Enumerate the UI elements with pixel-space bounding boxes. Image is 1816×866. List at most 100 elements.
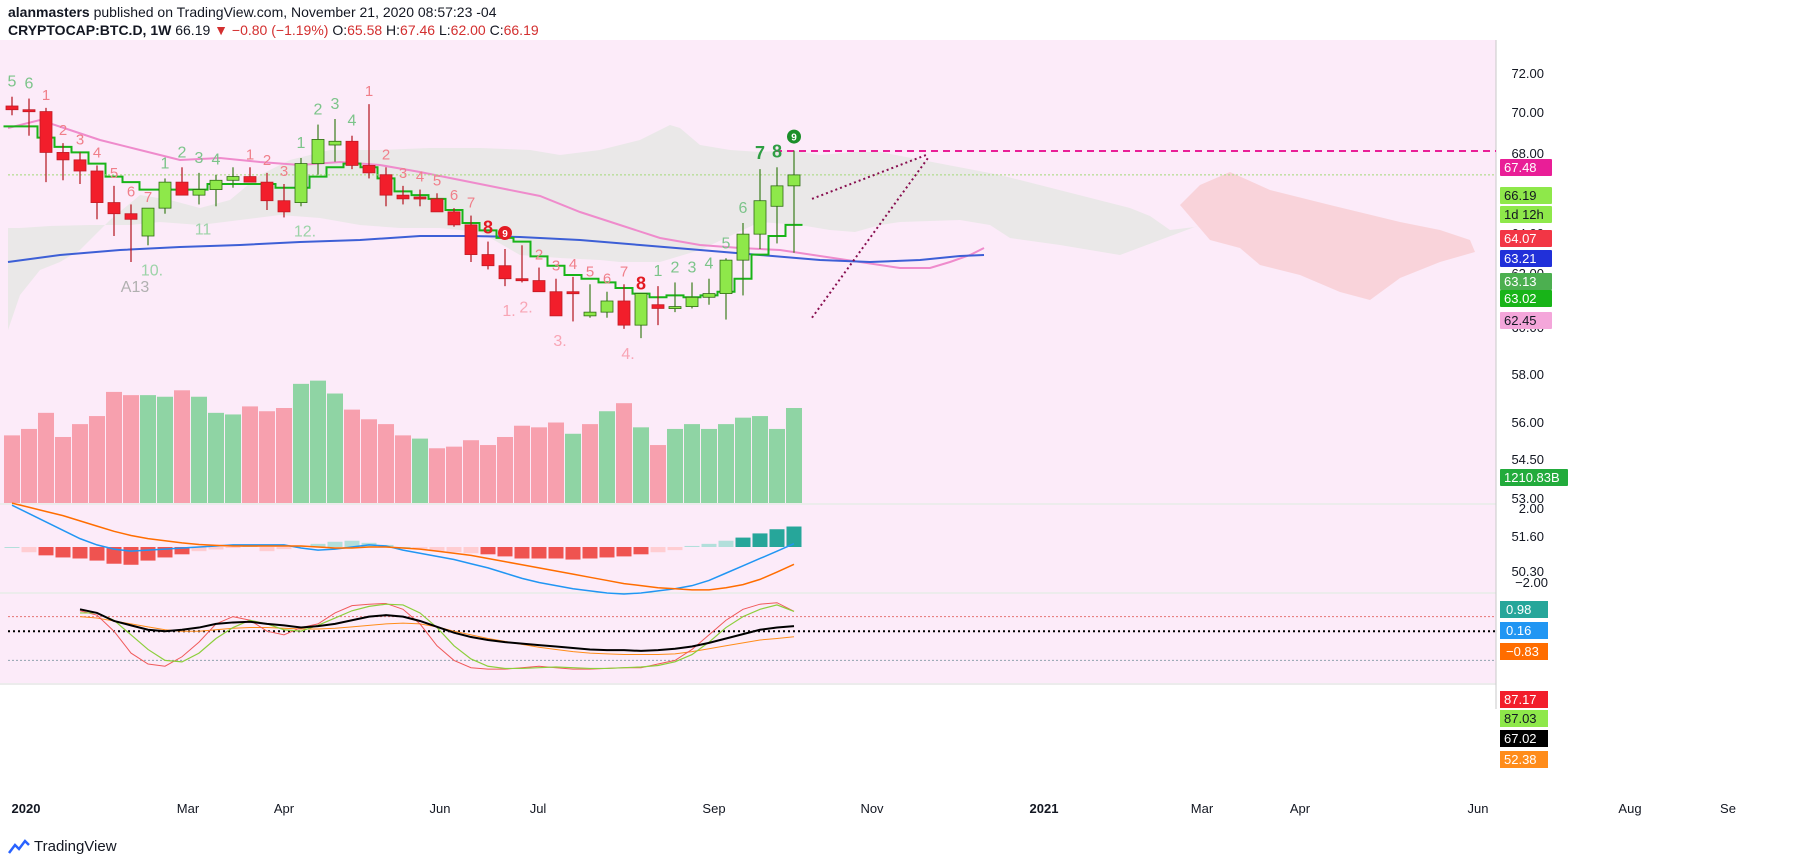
candle-body — [600, 300, 614, 313]
time-axis-label: Aug — [1618, 801, 1641, 816]
td-count-label: 2 — [59, 122, 67, 139]
candle-body — [685, 296, 699, 307]
macd-signal-line — [11, 502, 795, 591]
price-label-text: 62.45 — [1504, 313, 1537, 328]
tradingview-logo-icon — [8, 838, 30, 854]
tradingview-logo[interactable]: TradingView — [8, 838, 117, 855]
volume-bar — [395, 435, 411, 503]
price-axis-tick: 58.00 — [1511, 367, 1544, 382]
price-label-text: 63.13 — [1504, 274, 1537, 289]
price-label-badge — [1500, 230, 1552, 247]
time-axis-label: Sep — [702, 801, 725, 816]
macd-label-badge — [1500, 643, 1548, 660]
td-count-label: 1 — [42, 87, 50, 104]
candle-body — [345, 140, 359, 166]
macd-histogram-bar — [191, 547, 207, 552]
candle-body — [22, 109, 36, 113]
macd-histogram-bar — [548, 547, 564, 559]
td-count-label: 1 — [161, 155, 170, 172]
td-count-label: 3 — [399, 165, 407, 182]
stoch-rsi-line — [79, 608, 795, 652]
published-text: published on TradingView.com, November 2… — [93, 4, 497, 20]
td-count-label: 3 — [195, 150, 204, 167]
price-label-badge — [1500, 250, 1552, 267]
high-label: H: — [386, 22, 401, 38]
volume-bar — [429, 448, 445, 503]
macd-histogram-bar — [55, 547, 71, 558]
td-count-label: 4 — [416, 169, 424, 186]
td-count-label: 4 — [212, 152, 221, 169]
td-count-label: 2 — [535, 247, 543, 264]
candle-body — [192, 189, 206, 196]
td-count-label: 6 — [739, 200, 748, 217]
macd-line — [11, 504, 795, 595]
td-count-label: 6 — [603, 271, 611, 288]
low-value: 62.00 — [450, 22, 486, 38]
chart-header-line2: CRYPTOCAP:BTC.D, 1W 66.19 ▼ −0.80 (−1.19… — [8, 22, 539, 38]
candle-body — [532, 280, 546, 293]
volume-bar — [378, 424, 394, 503]
macd-histogram-bar — [89, 547, 105, 561]
volume-bar — [293, 383, 309, 503]
price-axis-tick: 70.00 — [1511, 105, 1544, 120]
td-count-label: 7 — [467, 195, 475, 212]
price-axis-tick: 56.00 — [1511, 415, 1544, 430]
price-axis-tick: 68.00 — [1511, 146, 1544, 161]
volume-bar — [21, 428, 37, 503]
td-count-label: 1 — [365, 83, 373, 100]
candle-body — [277, 200, 291, 213]
stoch-label-badge — [1500, 751, 1548, 768]
volume-bar — [157, 396, 173, 503]
macd-histogram-bar — [344, 540, 360, 547]
chart-header-line1: alanmasters published on TradingView.com… — [8, 4, 497, 20]
price-label-badge — [1500, 159, 1552, 176]
price-label-badge — [1500, 469, 1568, 486]
macd-histogram-bar — [327, 541, 343, 547]
candle-body — [736, 233, 750, 261]
macd-histogram-bar — [752, 533, 768, 547]
candle-body — [260, 181, 274, 202]
td-count-label: 2 — [314, 102, 323, 119]
volume-bar — [769, 428, 785, 503]
ma-fast-line — [7, 118, 985, 269]
macd-histogram-bar — [684, 545, 700, 547]
volume-bar — [599, 411, 615, 503]
td-count-label: 5 — [722, 235, 731, 252]
macd-histogram-bar — [599, 547, 615, 558]
author-name[interactable]: alanmasters — [8, 4, 90, 20]
td-nine-badge — [498, 226, 512, 240]
ichimoku-cloud-red — [1180, 172, 1475, 300]
macd-histogram-bar — [259, 547, 275, 552]
symbol-label[interactable]: CRYPTOCAP:BTC.D, 1W — [8, 22, 172, 38]
price-label-text: 66.19 — [1504, 188, 1537, 203]
td-countdown-label: 2. — [519, 299, 532, 316]
macd-histogram-bar — [769, 529, 785, 547]
volume-bar — [684, 424, 700, 503]
td-countdown-label: 4. — [621, 346, 634, 363]
candle-body — [362, 165, 376, 174]
td-countdown-label: 12. — [294, 223, 316, 240]
volume-bar — [106, 391, 122, 503]
price-label-badge — [1500, 187, 1552, 204]
volume-bar — [191, 396, 207, 503]
wedge-upper-line — [811, 153, 929, 200]
time-axis-label: Jun — [430, 801, 451, 816]
candle-body — [73, 159, 87, 172]
td-count-label: 4 — [93, 144, 101, 161]
volume-bar — [4, 435, 20, 503]
macd-histogram-bar — [106, 547, 122, 564]
macd-histogram-bar — [531, 547, 547, 559]
time-axis-label: Apr — [1290, 801, 1311, 816]
td-count-label: 3 — [76, 131, 84, 148]
macd-histogram-bar — [157, 547, 173, 558]
volume-bar — [548, 422, 564, 503]
volume-bar — [667, 428, 683, 503]
macd-histogram-bar — [21, 547, 37, 553]
low-label: L: — [438, 22, 451, 38]
volume-bar — [259, 411, 275, 503]
candle-body — [583, 311, 597, 317]
volume-bar — [208, 412, 224, 503]
macd-histogram-bar — [412, 547, 428, 550]
macd-histogram-bar — [667, 547, 683, 551]
